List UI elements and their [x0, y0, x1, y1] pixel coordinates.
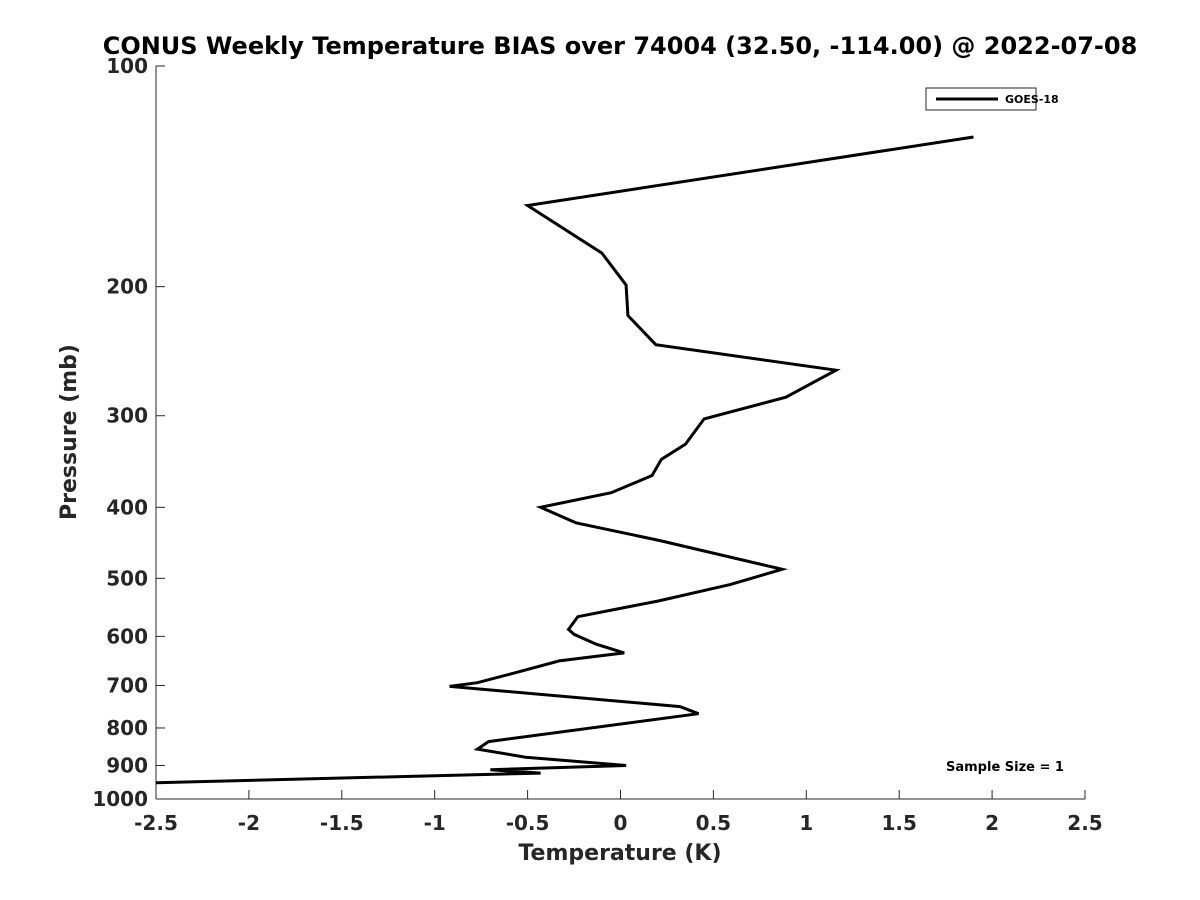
y-tick-label: 400: [106, 495, 148, 519]
x-tick-label: -2.5: [134, 811, 178, 835]
series-line-goes-18: [155, 135, 974, 785]
x-axis-label: Temperature (K): [518, 841, 721, 866]
y-tick-label: 600: [106, 624, 148, 648]
legend-label-goes-18: GOES-18: [1005, 93, 1059, 106]
x-tick-label: -1.5: [320, 811, 364, 835]
x-tick-label: -1: [424, 811, 446, 835]
x-tick-label: 0.5: [696, 811, 731, 835]
x-tick-label: 0: [614, 811, 628, 835]
y-tick-label: 500: [106, 566, 148, 590]
y-tick-label: 200: [106, 275, 148, 299]
x-tick-label: 1.5: [881, 811, 916, 835]
x-tick-label: 1: [799, 811, 813, 835]
x-tick-label: 2: [985, 811, 999, 835]
y-tick-label: 700: [106, 673, 148, 697]
y-axis-label: Pressure (mb): [57, 344, 82, 520]
y-tick-label: 100: [106, 54, 148, 78]
chart-title: CONUS Weekly Temperature BIAS over 74004…: [103, 32, 1138, 60]
x-axis-ticks: -2.5 -2 -1.5 -1 -0.5 0 0.5 1 1.5 2 2.5: [134, 790, 1103, 835]
sample-size-annotation: Sample Size = 1: [946, 760, 1064, 775]
y-tick-label: 800: [106, 716, 148, 740]
x-tick-label: -0.5: [506, 811, 550, 835]
y-tick-label: 300: [106, 404, 148, 428]
y-axis-ticks: 100 200 300 400 500 600 700 800 900 1000: [92, 54, 165, 811]
legend: GOES-18: [925, 87, 1059, 111]
series-layer: [155, 135, 974, 785]
y-tick-label: 1000: [92, 787, 148, 811]
x-tick-label: -2: [238, 811, 260, 835]
y-tick-label: 900: [106, 753, 148, 777]
x-tick-label: 2.5: [1067, 811, 1102, 835]
